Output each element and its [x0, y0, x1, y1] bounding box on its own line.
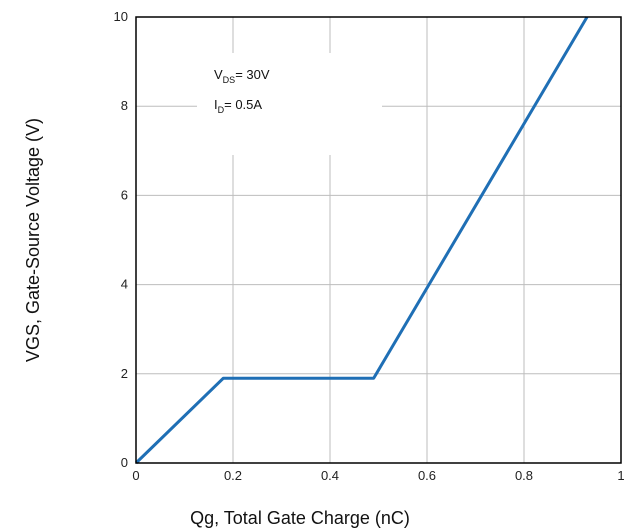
y-axis-title: VGS, Gate-Source Voltage (V): [23, 118, 43, 362]
annotation-id: ID= 0.5A: [214, 97, 262, 115]
annotation-vds: VDS= 30V: [214, 67, 270, 85]
x-tick-label: 0.2: [224, 468, 242, 483]
y-tick-label: 0: [121, 455, 128, 470]
x-axis-title: Qg, Total Gate Charge (nC): [190, 508, 410, 528]
annotation-background: [197, 53, 382, 155]
x-tick-label: 0.4: [321, 468, 339, 483]
x-tick-label: 0: [132, 468, 139, 483]
y-tick-label: 6: [121, 187, 128, 202]
y-tick-label: 2: [121, 366, 128, 381]
y-tick-label: 4: [121, 277, 128, 292]
y-tick-label: 8: [121, 98, 128, 113]
y-tick-label: 10: [114, 9, 128, 24]
plot-frame: [135, 16, 622, 464]
series-layer: [134, 16, 589, 465]
x-tick-label: 0.6: [418, 468, 436, 483]
x-tick-label: 1: [617, 468, 624, 483]
series-line-0: [134, 16, 589, 465]
x-tick-label: 0.8: [515, 468, 533, 483]
